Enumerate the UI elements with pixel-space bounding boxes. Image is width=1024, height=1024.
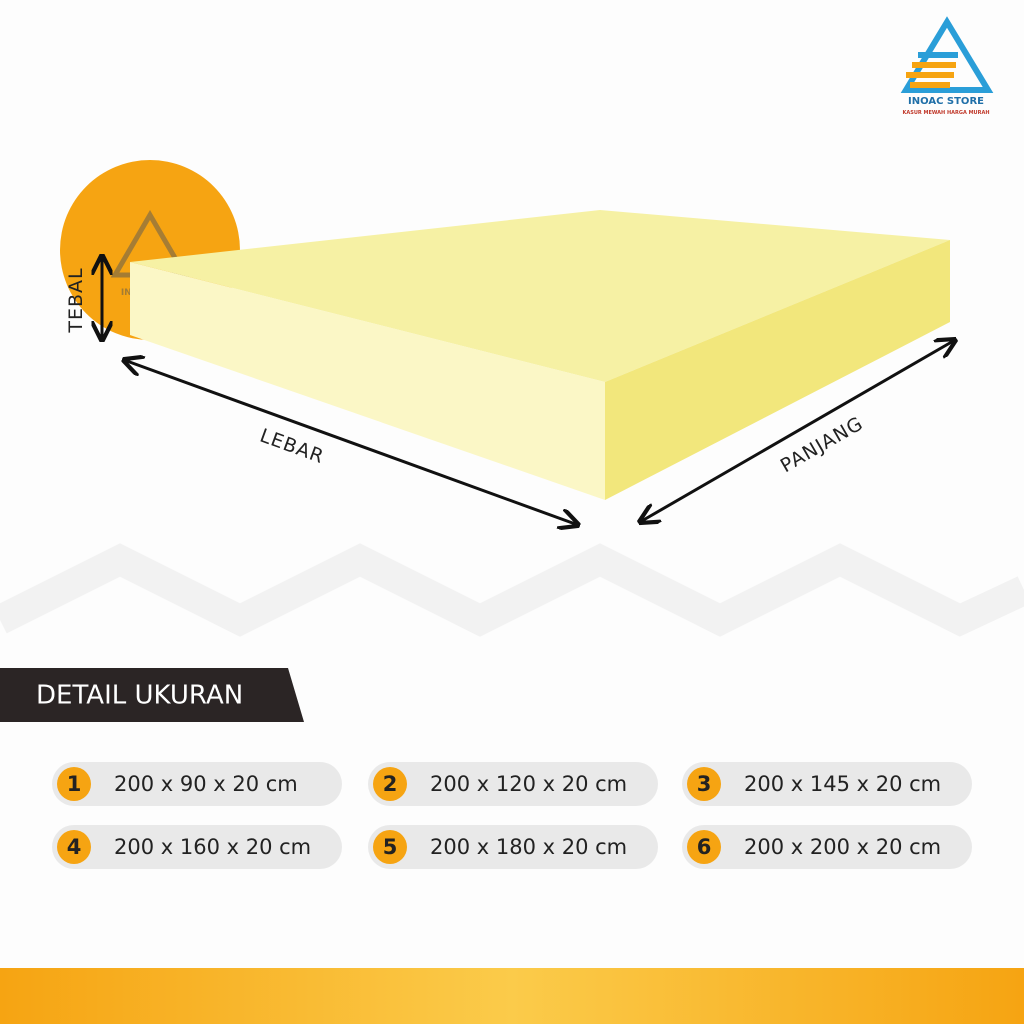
- number-badge: [373, 830, 407, 864]
- size-pill: [682, 825, 972, 869]
- number-badge: [687, 830, 721, 864]
- number-badge: [687, 767, 721, 801]
- size-text: 200 x 160 x 20 cm: [114, 835, 311, 859]
- size-pill: [52, 762, 342, 806]
- size-number: 4: [67, 835, 82, 859]
- label-thickness: TEBAL: [65, 267, 87, 333]
- size-pill: [682, 762, 972, 806]
- size-text: 200 x 200 x 20 cm: [744, 835, 941, 859]
- number-badge: [57, 767, 91, 801]
- brand-name: INOAC STORE: [908, 96, 984, 107]
- size-number: 6: [697, 835, 712, 859]
- size-list: 1 200 x 90 x 20 cm 2 200 x 120 x 20 cm 3 200 …: [52, 762, 972, 869]
- size-number: 2: [383, 772, 398, 796]
- size-text: 200 x 90 x 20 cm: [114, 772, 298, 796]
- size-number: 1: [67, 772, 82, 796]
- logo: INOAC STORE KASUR MEWAH HARGA MURAH: [900, 16, 994, 116]
- size-number: 3: [697, 772, 712, 796]
- heading: DETAIL UKURAN: [36, 681, 243, 711]
- size-pill: [52, 825, 342, 869]
- heading-band: [0, 668, 304, 722]
- size-text: 200 x 120 x 20 cm: [430, 772, 627, 796]
- size-text: 200 x 180 x 20 cm: [430, 835, 627, 859]
- number-badge: [373, 767, 407, 801]
- size-pill: [368, 825, 658, 869]
- size-number: 5: [383, 835, 398, 859]
- arrow-length: [640, 340, 955, 522]
- size-pill: [368, 762, 658, 806]
- size-text: 200 x 145 x 20 cm: [744, 772, 941, 796]
- footer-bar: [0, 968, 1024, 1024]
- arrow-width: [124, 360, 578, 525]
- brand-tagline: KASUR MEWAH HARGA MURAH: [902, 110, 989, 116]
- number-badge: [57, 830, 91, 864]
- bg-pattern: [0, 543, 1024, 637]
